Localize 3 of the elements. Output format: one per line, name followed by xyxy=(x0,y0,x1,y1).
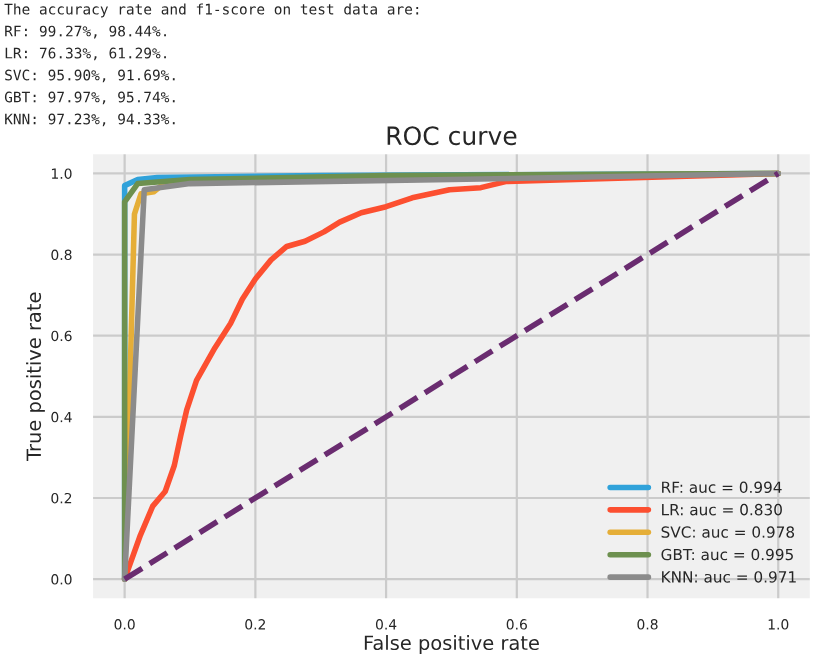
x-axis-title: False positive rate xyxy=(364,635,539,654)
chart-title: ROC curve xyxy=(387,126,517,146)
y-axis-title: True positive rate xyxy=(26,292,45,462)
